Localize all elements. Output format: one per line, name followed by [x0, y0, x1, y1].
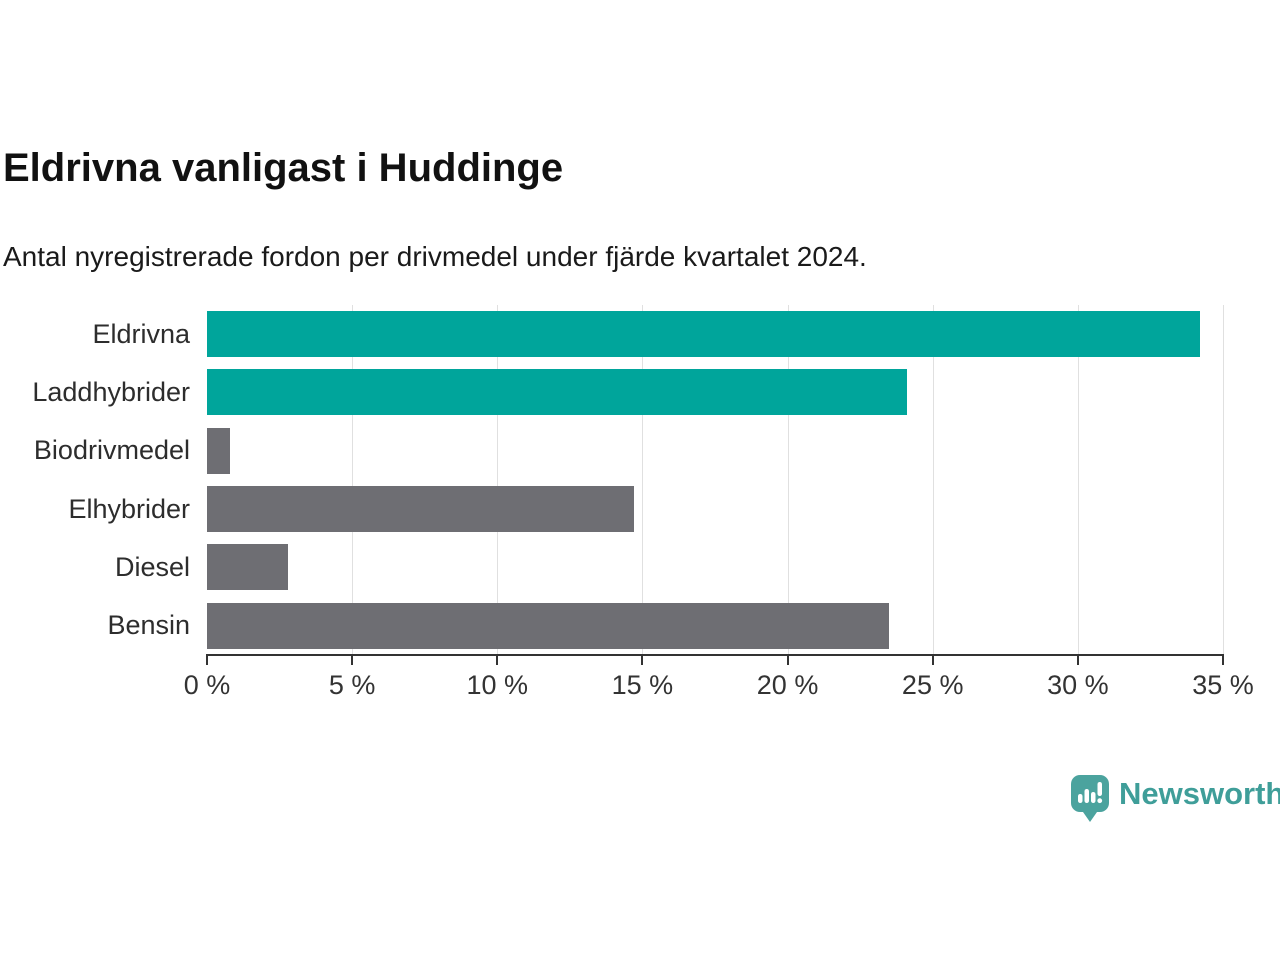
bar-laddhybrider [207, 369, 907, 416]
chart-title: Eldrivna vanligast i Huddinge [3, 146, 564, 190]
x-axis-tick [496, 656, 499, 665]
bar-row [207, 480, 1223, 538]
y-axis-labels: Eldrivna Laddhybrider Biodrivmedel Elhybrid… [0, 305, 190, 655]
x-axis-tick-label: 35 % [1192, 670, 1254, 700]
x-axis-tick-label: 25 % [901, 670, 964, 700]
bar-row [207, 305, 1223, 363]
bar-row [207, 422, 1223, 480]
gridline [497, 305, 499, 655]
category-label: Bensin [107, 610, 190, 641]
category-label: Eldrivna [92, 318, 190, 349]
gridline [787, 305, 789, 655]
x-axis-tick [931, 656, 934, 665]
newsworthy-logo: Newsworthy [1071, 775, 1280, 828]
gridline [642, 305, 644, 655]
x-axis-tick [641, 656, 644, 665]
gridline [1077, 305, 1079, 655]
x-axis-tick [351, 656, 354, 665]
bar-row [207, 597, 1223, 655]
x-axis-tick-label: 30 % [1047, 670, 1109, 700]
category-label: Elhybrider [68, 493, 190, 524]
bar-bensin [207, 602, 890, 649]
x-axis-tick-label: 10 % [466, 670, 529, 700]
gridline [352, 305, 354, 655]
x-axis-tick-label: 0 % [183, 670, 231, 700]
category-label: Biodrivmedel [33, 435, 190, 466]
bar-row [207, 363, 1223, 421]
bars-container [207, 305, 1223, 655]
plot-area [207, 305, 1224, 655]
gridline [932, 305, 934, 655]
chart-subtitle: Antal nyregistrerade fordon per drivmede… [3, 241, 867, 272]
category-label: Laddhybrider [32, 376, 190, 407]
x-axis-line [206, 654, 1224, 656]
x-axis-tick-label: 15 % [611, 670, 674, 700]
bar-elhybrider [207, 486, 634, 533]
category-label: Diesel [114, 551, 190, 582]
newsworthy-logo-text: Newsworthy [1119, 776, 1280, 811]
bar-eldrivna [207, 311, 1200, 358]
bar-row [207, 538, 1223, 596]
x-axis-tick [786, 656, 789, 665]
x-axis-tick [1222, 656, 1224, 665]
x-axis-tick [1076, 656, 1079, 665]
newsworthy-bubble-chart-icon [1071, 775, 1109, 828]
x-axis-tick [206, 656, 208, 665]
bar-biodrivmedel [207, 427, 231, 474]
bar-diesel [207, 544, 289, 591]
x-axis-tick-label: 20 % [756, 670, 819, 700]
gridline [1223, 305, 1224, 655]
x-axis-tick-label: 5 % [328, 670, 376, 700]
